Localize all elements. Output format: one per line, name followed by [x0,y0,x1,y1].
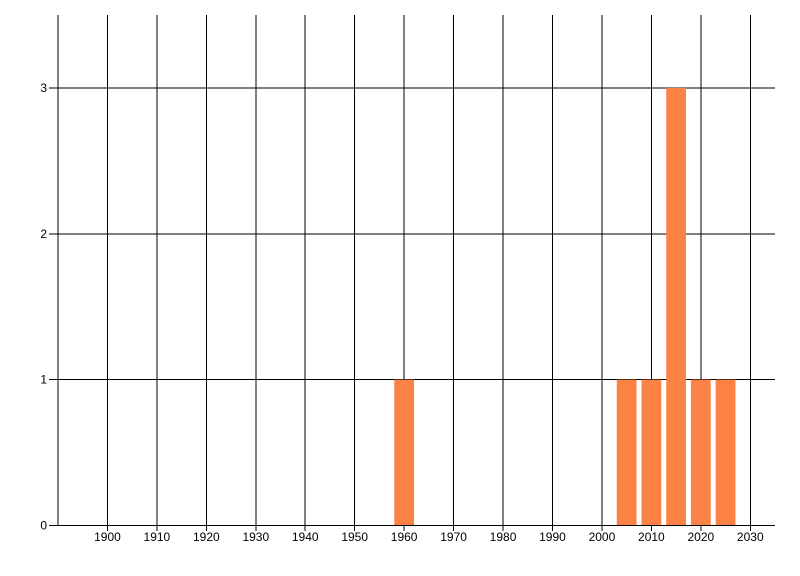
x-tick-label-1910: 1910 [144,530,171,544]
x-tick-label-1930: 1930 [242,530,269,544]
bar-2010 [641,379,662,526]
x-tick-label-1970: 1970 [440,530,467,544]
bar-2020 [690,379,711,526]
y-tick-label-1: 1 [40,373,47,387]
x-tick-label-1960: 1960 [391,530,418,544]
y-tick-label-0: 0 [40,519,47,533]
x-tick-label-2030: 2030 [737,530,764,544]
y-tick-label-2: 2 [40,227,47,241]
x-tick-label-2010: 2010 [638,530,665,544]
bar-2025 [715,379,736,526]
x-tick-label-1900: 1900 [94,530,121,544]
x-tick-label-1940: 1940 [292,530,319,544]
y-tick-label-3: 3 [40,81,47,95]
bar-1960 [394,379,415,526]
x-tick-label-1950: 1950 [341,530,368,544]
x-tick-label-2000: 2000 [589,530,616,544]
bar-2005 [616,379,637,526]
x-tick-label-1980: 1980 [490,530,517,544]
x-tick-label-2020: 2020 [687,530,714,544]
x-tick-label-1990: 1990 [539,530,566,544]
x-tick-label-1920: 1920 [193,530,220,544]
bar-2015 [666,87,686,526]
